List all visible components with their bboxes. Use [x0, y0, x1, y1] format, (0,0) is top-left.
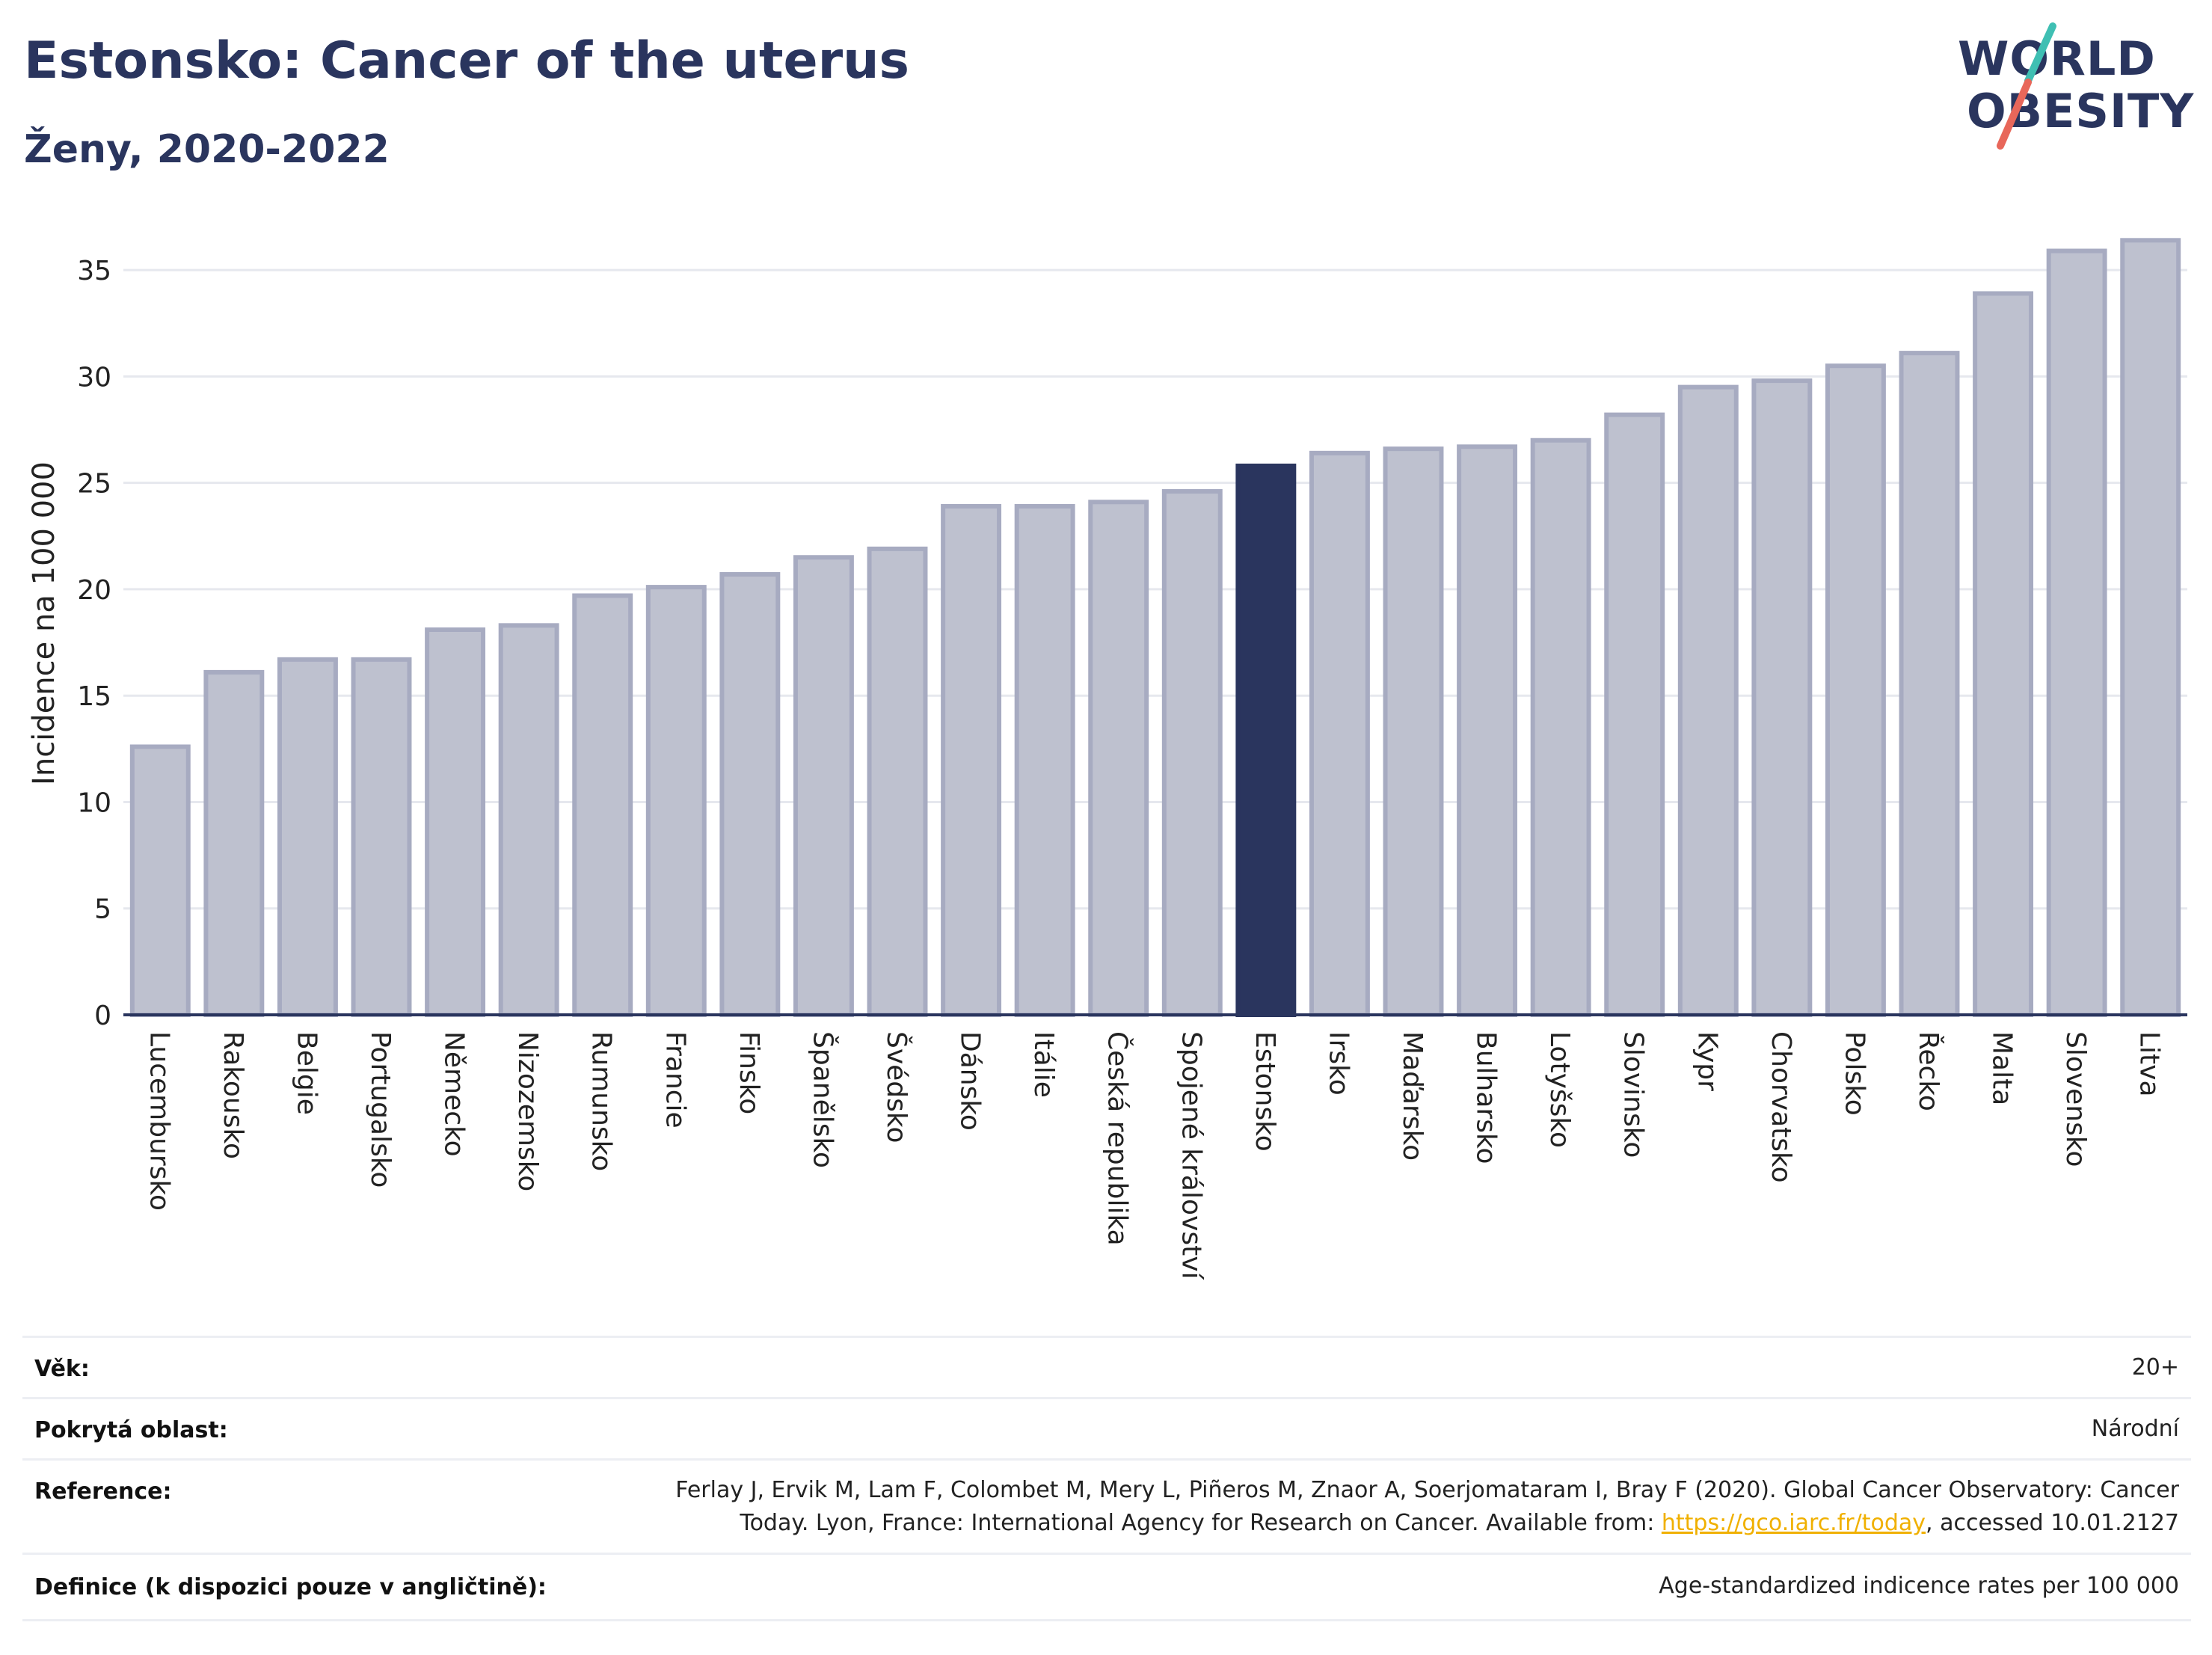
x-tick-label: Rakousko — [218, 1031, 248, 1159]
bar-3 — [351, 657, 412, 1017]
bar-5 — [498, 623, 559, 1017]
x-tick-label: Spojené království — [1176, 1031, 1206, 1280]
age-label: Věk: — [34, 1356, 90, 1382]
reference-label: Reference: — [34, 1479, 172, 1505]
x-tick-label: Francie — [660, 1031, 690, 1129]
bar-1 — [203, 669, 265, 1017]
x-tick-label: Finsko — [734, 1031, 764, 1114]
bar-9 — [793, 555, 854, 1017]
bar-16 — [1309, 450, 1370, 1017]
bar-21 — [1677, 384, 1739, 1017]
bars — [129, 238, 2181, 1018]
x-tick-label: Lotyšsko — [1544, 1031, 1575, 1148]
info-row-coverage: Pokrytá oblast: Národní — [22, 1397, 2191, 1461]
reference-line2: Today. Lyon, France: International Agenc… — [675, 1507, 2179, 1540]
bar-0 — [129, 744, 191, 1017]
y-tick-label: 25 — [77, 469, 111, 500]
bar-15 — [1235, 463, 1297, 1017]
bar-7 — [645, 585, 707, 1017]
bar-17 — [1383, 446, 1444, 1017]
x-tick-label: Irsko — [1323, 1031, 1354, 1096]
y-axis-label: Incidence na 100 000 — [27, 461, 61, 785]
x-tick-label: Portugalsko — [365, 1031, 396, 1188]
bar-4 — [425, 627, 486, 1017]
bar-19 — [1530, 437, 1591, 1017]
logo-line1: WORLD — [1958, 31, 2156, 86]
reference-line1: Ferlay J, Ervik M, Lam F, Colombet M, Me… — [675, 1477, 2179, 1503]
x-tick-label: Belgie — [291, 1031, 322, 1115]
y-tick-labels: 0 5 10 15 20 25 30 35 — [77, 256, 111, 1031]
bar-25 — [1973, 291, 2034, 1017]
bar-23 — [1825, 363, 1886, 1017]
chart-title: Estonsko: Cancer of the uterus — [24, 31, 909, 90]
bar-11 — [941, 503, 1002, 1017]
chart-subtitle: Ženy, 2020-2022 — [24, 127, 390, 172]
bar-27 — [2120, 238, 2181, 1017]
x-tick-labels: Lucembursko Rakousko Belgie Portugalsko Něme… — [144, 1031, 2164, 1280]
bar-14 — [1161, 489, 1223, 1017]
y-tick-label: 20 — [77, 575, 111, 606]
x-tick-label: Rumunsko — [586, 1031, 617, 1171]
x-tick-label: Německo — [439, 1031, 470, 1157]
y-tick-label: 30 — [77, 362, 111, 393]
reference-line2-post: , accessed 10.01.2127 — [1926, 1510, 2179, 1536]
bar-8 — [719, 572, 781, 1017]
x-tick-label: Maďarsko — [1397, 1031, 1428, 1161]
reference-line2-pre: Today. Lyon, France: International Agenc… — [740, 1510, 1662, 1536]
x-tick-label: Slovinsko — [1618, 1031, 1649, 1158]
bar-22 — [1751, 378, 1813, 1018]
bar-13 — [1088, 500, 1149, 1017]
y-tick-label: 15 — [77, 681, 111, 712]
x-tick-label: Španělsko — [807, 1031, 838, 1168]
x-tick-label: Česká republika — [1102, 1031, 1134, 1246]
info-row-reference: Reference: Ferlay J, Ervik M, Lam F, Col… — [22, 1458, 2191, 1555]
bar-6 — [572, 593, 633, 1017]
coverage-value: Národní — [2091, 1416, 2179, 1442]
bar-26 — [2046, 248, 2107, 1017]
x-tick-label: Slovensko — [2060, 1031, 2091, 1167]
reference-link[interactable]: https://gco.iarc.fr/today — [1661, 1510, 1926, 1536]
bar-24 — [1899, 351, 1960, 1017]
logo-slash-bottom — [1997, 79, 2032, 150]
x-tick-label: Švédsko — [881, 1031, 912, 1143]
x-tick-label: Lucembursko — [144, 1031, 174, 1211]
reference-value: Ferlay J, Ervik M, Lam F, Colombet M, Me… — [675, 1474, 2179, 1540]
x-tick-label: Nizozemsko — [512, 1031, 543, 1191]
x-tick-label: Malta — [1987, 1031, 2018, 1105]
y-tick-label: 0 — [94, 1001, 111, 1031]
definition-value: Age-standardized indicence rates per 100… — [1659, 1573, 2179, 1599]
x-tick-label: Dánsko — [955, 1031, 986, 1131]
bar-2 — [277, 657, 338, 1017]
world-obesity-logo: WORLD OBESITY — [1958, 22, 2193, 150]
coverage-label: Pokrytá oblast: — [34, 1417, 228, 1443]
info-row-definition: Definice (k dispozici pouze v angličtině… — [22, 1553, 2191, 1621]
bar-12 — [1014, 503, 1075, 1017]
y-tick-label: 35 — [77, 256, 111, 286]
logo-slash-top — [2024, 22, 2056, 85]
x-tick-label: Chorvatsko — [1766, 1031, 1796, 1183]
age-value: 20+ — [2131, 1354, 2179, 1381]
x-tick-label: Kypr — [1692, 1031, 1722, 1091]
x-tick-label: Polsko — [1839, 1031, 1870, 1116]
x-tick-label: Itálie — [1028, 1031, 1059, 1098]
x-tick-label: Řecko — [1913, 1031, 1944, 1111]
bar-10 — [867, 546, 928, 1017]
definition-label: Definice (k dispozici pouze v angličtině… — [34, 1574, 547, 1600]
x-tick-label: Litva — [2134, 1031, 2165, 1097]
info-row-age: Věk: 20+ — [22, 1336, 2191, 1399]
x-tick-label: Estonsko — [1250, 1031, 1280, 1152]
bar-20 — [1604, 412, 1665, 1017]
y-tick-label: 10 — [77, 787, 111, 818]
y-tick-label: 5 — [94, 894, 111, 925]
bar-chart: 0 5 10 15 20 25 30 35 Lucembursko Rakousko Belgie… — [27, 238, 2187, 1280]
bar-18 — [1457, 444, 1518, 1017]
x-tick-label: Bulharsko — [1471, 1031, 1502, 1164]
